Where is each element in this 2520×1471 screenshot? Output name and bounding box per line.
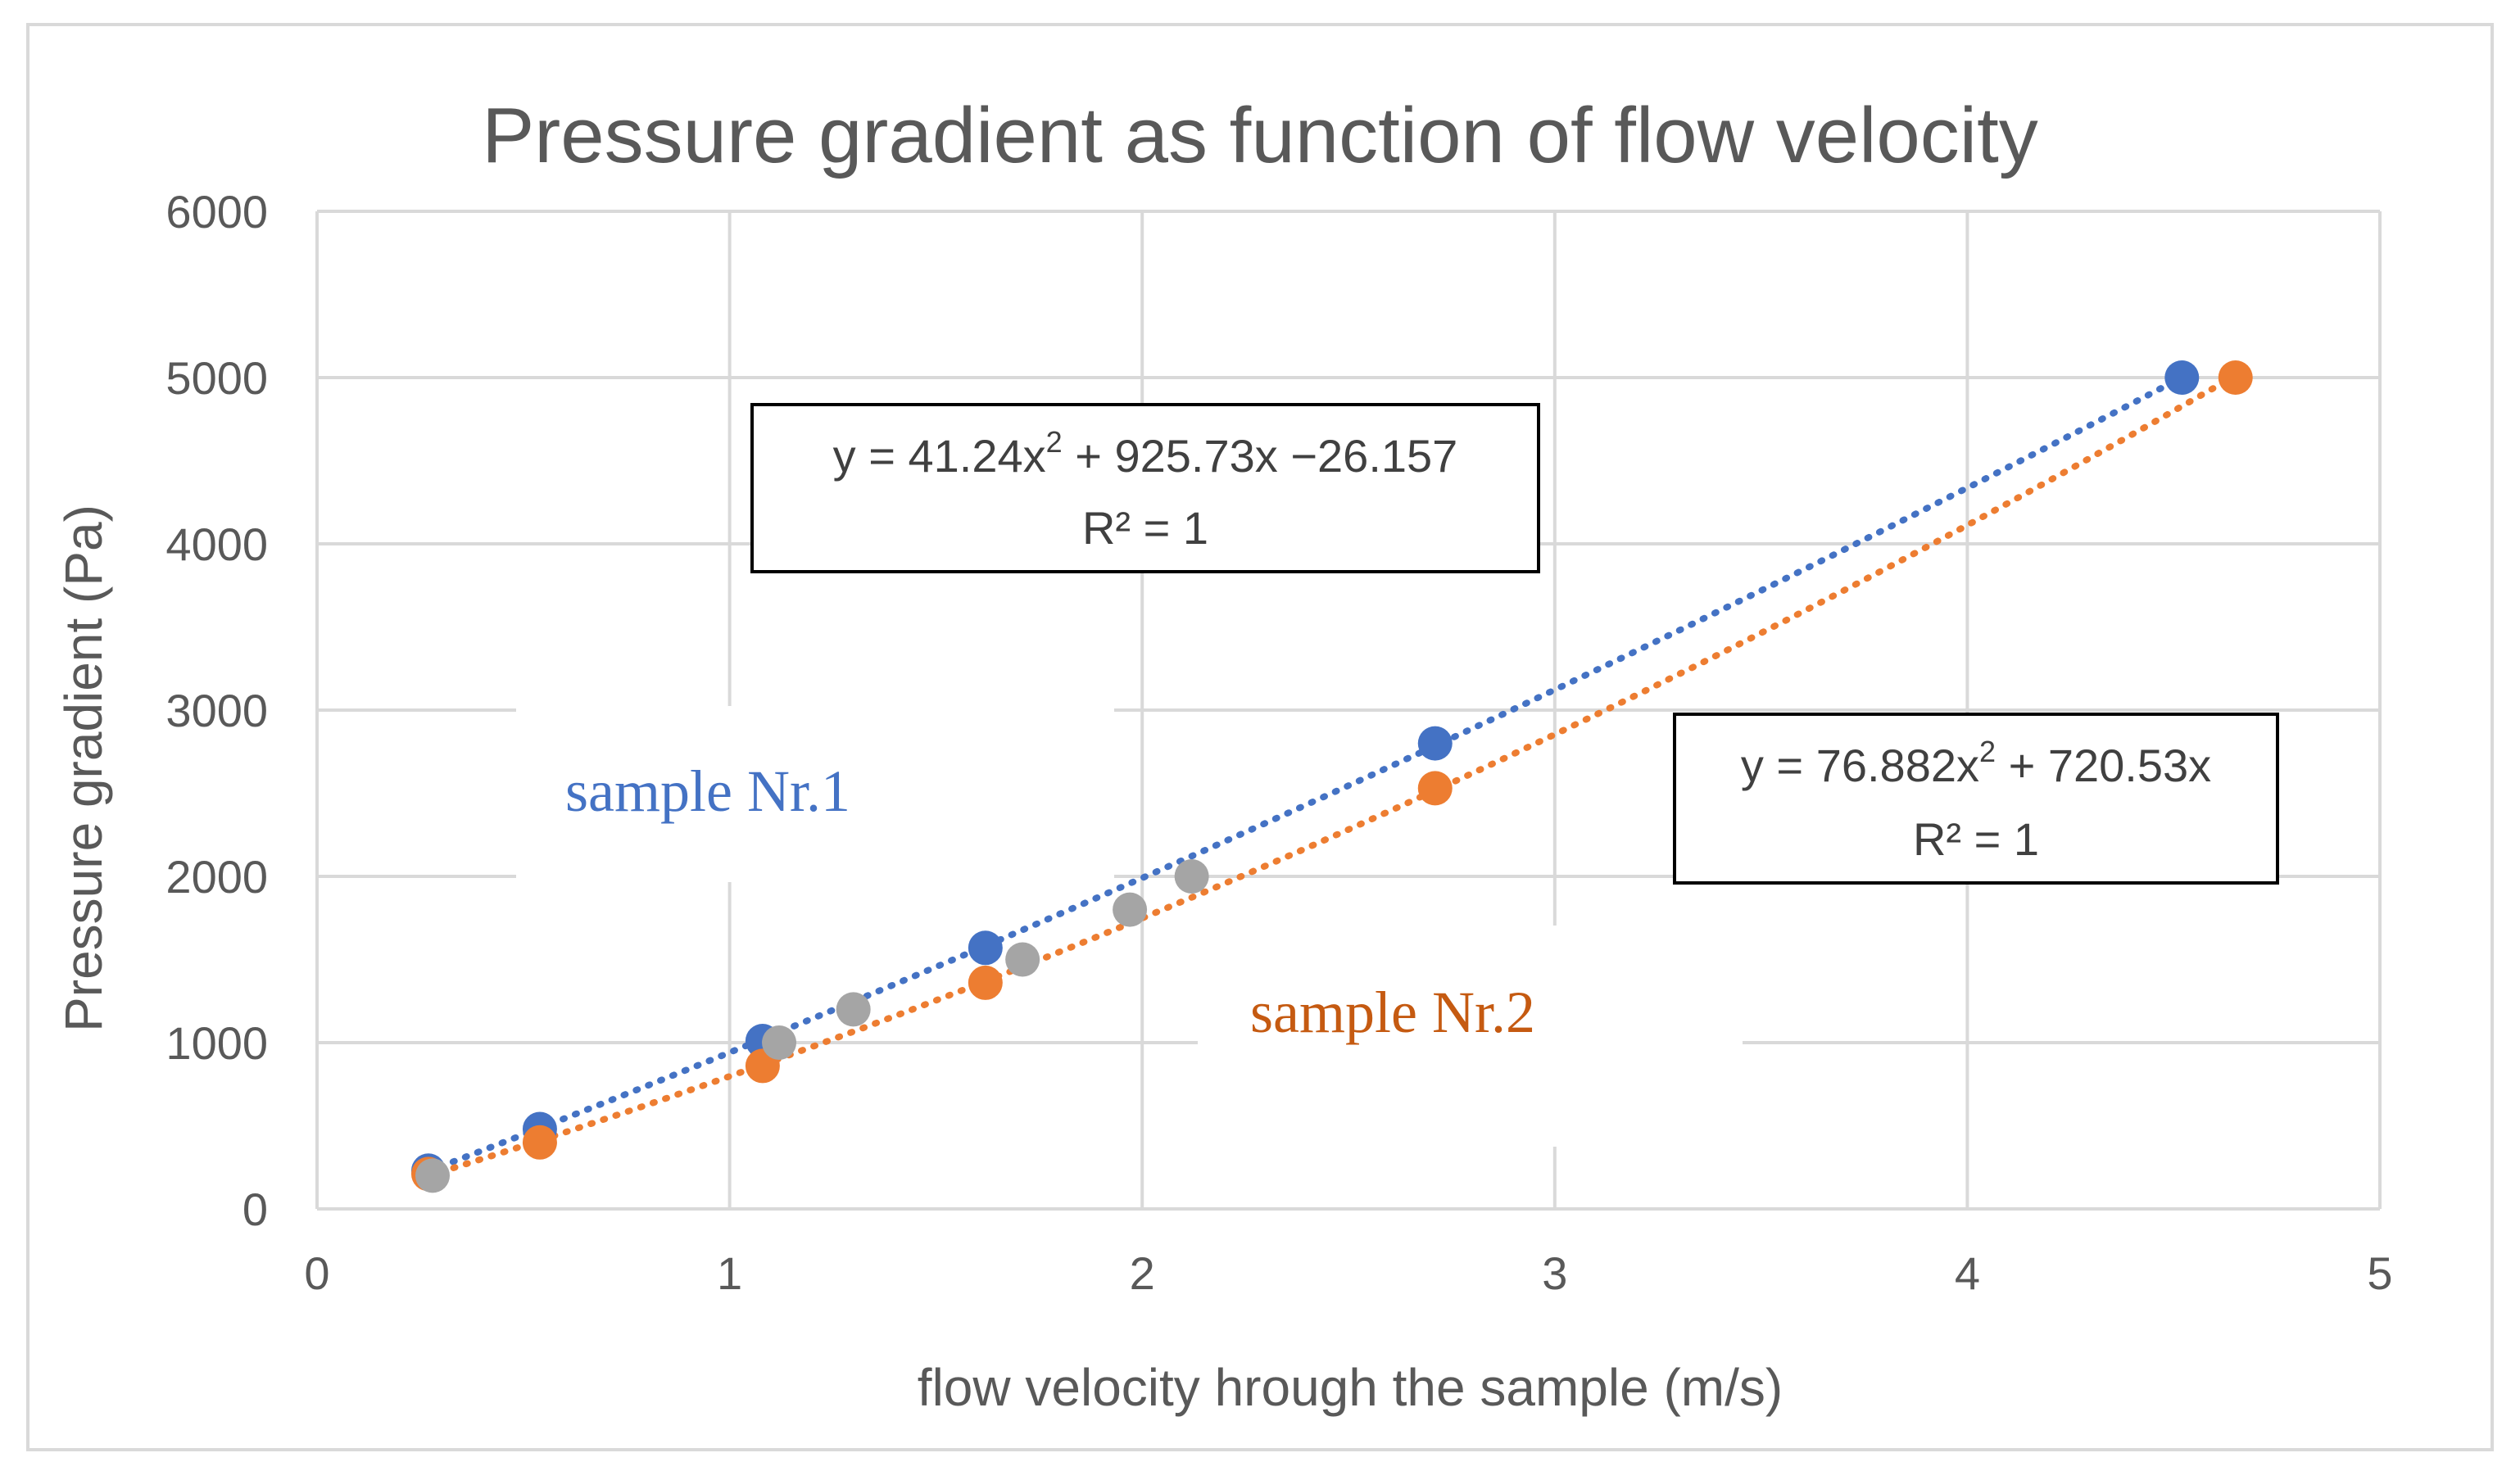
y-tick-label: 2000 (165, 851, 268, 903)
data-point-series-2 (522, 1125, 557, 1160)
x-axis-label: flow velocity hrough the sample (m/s) (918, 1358, 1783, 1417)
y-axis-ticks: 0 1000 2000 3000 4000 5000 6000 (165, 186, 268, 1235)
data-point-series-3 (1113, 892, 1148, 927)
eq1-main: y = 41.24x (833, 430, 1046, 482)
data-point-series-1 (1417, 726, 1453, 761)
data-point-series-1 (2164, 360, 2200, 395)
data-points (410, 360, 2253, 1193)
equation-1-text: y = 41.24x2 + 925.73x −26.157 (833, 425, 1458, 482)
y-tick-label: 5000 (165, 352, 268, 404)
data-point-series-3 (1174, 859, 1209, 894)
y-tick-label: 6000 (165, 186, 268, 238)
y-tick-label: 3000 (165, 685, 268, 736)
y-tick-label: 4000 (165, 518, 268, 570)
y-tick-label: 1000 (165, 1017, 268, 1069)
y-tick-label: 0 (242, 1184, 268, 1235)
eq1-sup: 2 (1046, 425, 1063, 459)
x-axis-ticks: 0 1 2 3 4 5 (304, 1247, 2392, 1299)
x-tick-label: 1 (717, 1247, 742, 1299)
equation-1-r2: R² = 1 (1082, 502, 1208, 554)
eq2-sup: 2 (1979, 735, 1996, 768)
equation-2-text: y = 76.882x2 + 720.53x (1741, 735, 2211, 791)
data-point-series-3 (836, 992, 871, 1027)
eq2-tail: + 720.53x (1996, 740, 2211, 791)
trendlines (425, 372, 2239, 1179)
x-tick-label: 3 (1542, 1247, 1567, 1299)
equation-2-r2: R² = 1 (1913, 813, 2039, 865)
data-point-series-1 (968, 930, 1003, 966)
eq2-main: y = 76.882x (1741, 740, 1979, 791)
x-tick-label: 2 (1130, 1247, 1155, 1299)
label2-mask (1198, 926, 1743, 1147)
series-label-sample-1: sample Nr.1 (565, 758, 850, 824)
trendline-series-1 (425, 373, 2186, 1175)
data-point-series-2 (2218, 360, 2253, 395)
x-tick-label: 0 (304, 1247, 329, 1299)
label1-mask (516, 706, 1114, 882)
data-point-series-2 (1417, 771, 1453, 806)
equation-box-2: y = 76.882x2 + 720.53x R² = 1 (1673, 713, 2279, 885)
data-point-series-3 (762, 1025, 797, 1060)
chart-title: Pressure gradient as function of flow ve… (482, 92, 2038, 179)
eq1-tail: + 925.73x −26.157 (1063, 430, 1458, 482)
y-axis-label: Pressure gradient (Pa) (54, 505, 113, 1032)
series-label-sample-2: sample Nr.2 (1250, 980, 1535, 1045)
x-tick-label: 5 (2367, 1247, 2392, 1299)
data-point-series-2 (968, 965, 1003, 1000)
data-point-series-3 (415, 1158, 451, 1193)
trendline-series-2 (425, 372, 2239, 1179)
equation-box-1: y = 41.24x2 + 925.73x −26.157 R² = 1 (750, 403, 1540, 573)
x-tick-label: 4 (1955, 1247, 1980, 1299)
data-point-series-3 (1005, 942, 1040, 977)
